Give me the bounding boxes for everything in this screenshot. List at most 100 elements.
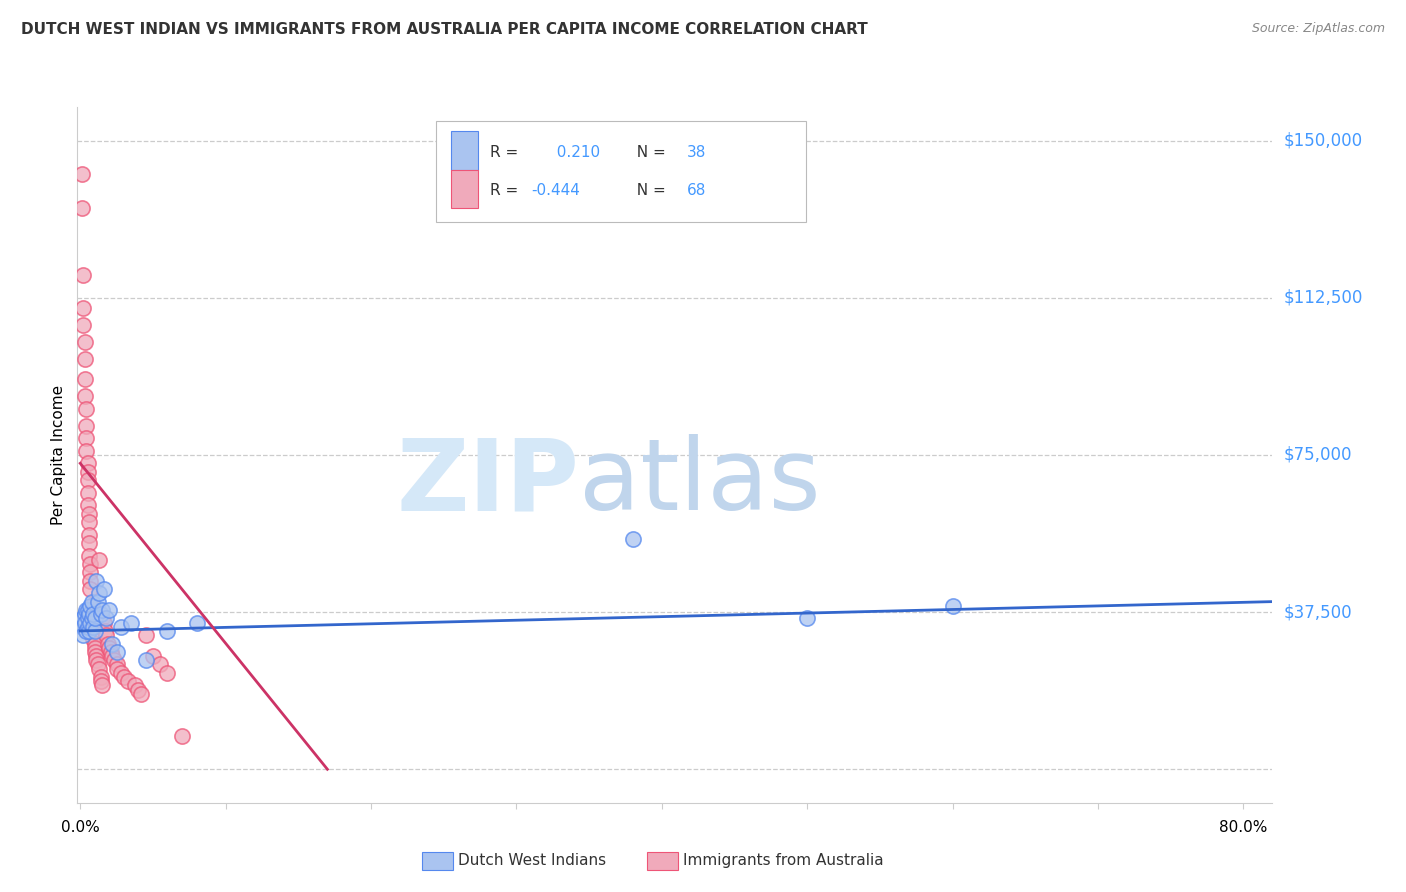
Point [83,636,105,650]
Point [82,628,104,642]
Point [124,678,146,692]
Point [70,167,93,181]
Point [73,334,96,349]
Point [796,611,818,625]
Point [93,615,115,630]
Point [80,615,103,630]
Point [75,443,97,458]
Point [73,372,96,386]
Point [89,586,111,600]
Point [105,657,128,672]
Text: 68: 68 [688,183,706,198]
Point [89,662,111,676]
Point [96,628,118,642]
Point [75,603,97,617]
Point [101,649,124,664]
Point [70,620,93,634]
Point [79,615,101,630]
Point [76,485,98,500]
Point [77,549,100,563]
Point [75,418,97,433]
Point [96,611,118,625]
Point [80,599,103,613]
Text: 38: 38 [688,145,706,160]
Point [105,645,128,659]
Point [80,611,103,625]
Point [72,628,94,642]
Point [84,653,107,667]
Point [82,620,104,634]
Point [621,532,644,546]
Point [156,624,179,638]
Point [79,582,101,596]
Point [89,552,111,566]
Point [79,566,101,580]
Point [73,389,96,403]
Point [80,611,103,625]
Point [100,645,122,659]
Point [83,640,105,655]
Point [120,615,142,630]
Point [77,536,100,550]
Text: ZIP: ZIP [396,434,579,532]
Text: Immigrants from Australia: Immigrants from Australia [683,854,884,868]
Point [76,620,98,634]
Point [76,603,98,617]
Point [73,607,96,622]
Point [84,649,107,664]
Point [76,473,98,487]
Point [79,599,101,613]
Text: $112,500: $112,500 [1284,289,1362,307]
Point [76,456,98,470]
Point [90,674,112,689]
Bar [451,169,478,208]
Text: 0.210: 0.210 [547,145,600,160]
Y-axis label: Per Capita Income: Per Capita Income [51,384,66,525]
Point [135,653,157,667]
Point [90,670,112,684]
Point [86,594,108,608]
Point [117,674,139,689]
Point [80,603,103,617]
Point [83,611,105,625]
Point [82,632,104,647]
Point [72,318,94,332]
Point [75,401,97,416]
Text: 0.0%: 0.0% [60,820,100,835]
Point [86,657,108,672]
Point [72,301,94,316]
Point [82,624,104,638]
Point [93,582,115,596]
Text: Source: ZipAtlas.com: Source: ZipAtlas.com [1251,22,1385,36]
Point [156,665,179,680]
Point [77,527,100,541]
Point [70,201,93,215]
Text: N =: N = [627,145,671,160]
Point [91,678,114,692]
Bar [451,131,478,169]
Text: -0.444: -0.444 [531,183,581,198]
Point [77,515,100,529]
Text: R =: R = [489,145,523,160]
Point [82,607,104,622]
Point [76,465,98,479]
Point [83,624,105,638]
Point [77,624,100,638]
Point [72,268,94,282]
Text: $37,500: $37,500 [1284,603,1353,621]
Text: R =: R = [489,183,523,198]
Point [103,653,125,667]
FancyBboxPatch shape [436,121,807,222]
Text: $75,000: $75,000 [1284,446,1353,464]
Point [75,431,97,445]
Point [77,507,100,521]
Point [84,574,107,588]
Point [73,351,96,366]
Point [75,624,97,638]
Point [129,687,152,701]
Text: Dutch West Indians: Dutch West Indians [458,854,606,868]
Point [90,607,112,622]
Point [79,557,101,571]
Point [170,729,193,743]
Point [82,620,104,634]
